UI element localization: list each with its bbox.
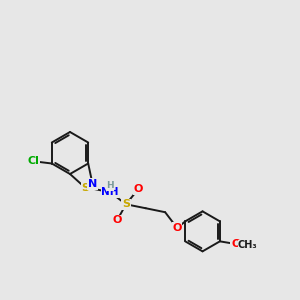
Text: CH₃: CH₃ [238, 240, 258, 250]
Text: Cl: Cl [28, 156, 40, 166]
Text: NH: NH [101, 187, 119, 197]
Text: N: N [88, 179, 97, 189]
Text: O: O [134, 184, 143, 194]
Text: H: H [106, 181, 114, 190]
Text: S: S [122, 199, 130, 209]
Text: O: O [112, 215, 122, 225]
Text: S: S [82, 183, 90, 193]
Text: O: O [231, 239, 240, 249]
Text: O: O [172, 223, 182, 233]
